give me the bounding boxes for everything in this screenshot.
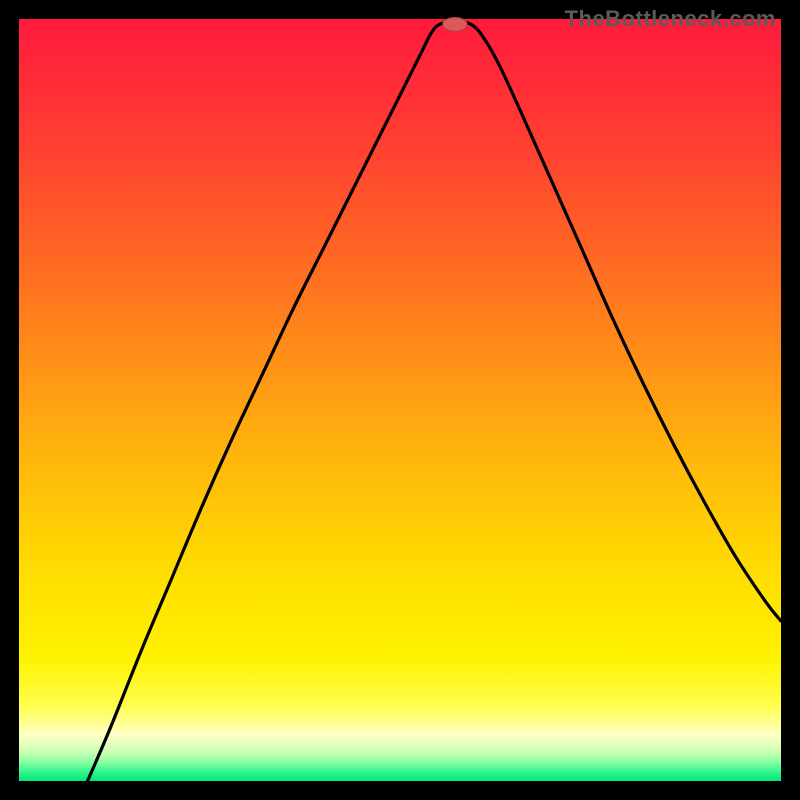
watermark-text: TheBottleneck.com [565, 6, 776, 32]
chart-svg [0, 0, 800, 800]
optimum-marker [443, 17, 467, 31]
bottleneck-chart: TheBottleneck.com [0, 0, 800, 800]
